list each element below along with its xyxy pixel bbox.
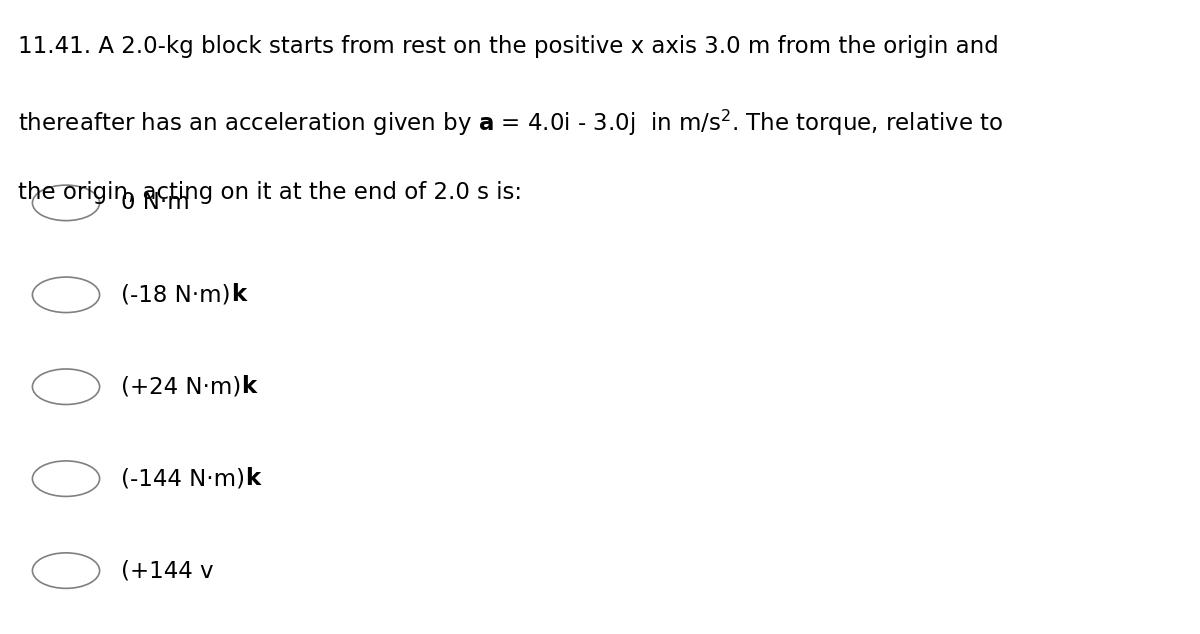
Text: (+24 N·m): (+24 N·m) [121,375,241,398]
Text: (-144 N·m): (-144 N·m) [121,467,245,490]
Text: (-18 N·m): (-18 N·m) [121,283,230,306]
Text: 0 N·m: 0 N·m [121,191,190,214]
Text: thereafter has an acceleration given by $\mathbf{a}$ = 4.0i - 3.0j  in m/s$^{\ma: thereafter has an acceleration given by … [18,108,1003,138]
Text: k: k [245,467,260,490]
Text: (+144 v: (+144 v [121,559,214,582]
Text: k: k [241,375,257,398]
Text: 11.41. A 2.0-kg block starts from rest on the positive x axis 3.0 m from the ori: 11.41. A 2.0-kg block starts from rest o… [18,35,998,58]
Text: the origin, acting on it at the end of 2.0 s is:: the origin, acting on it at the end of 2… [18,181,522,204]
Text: k: k [230,283,246,306]
